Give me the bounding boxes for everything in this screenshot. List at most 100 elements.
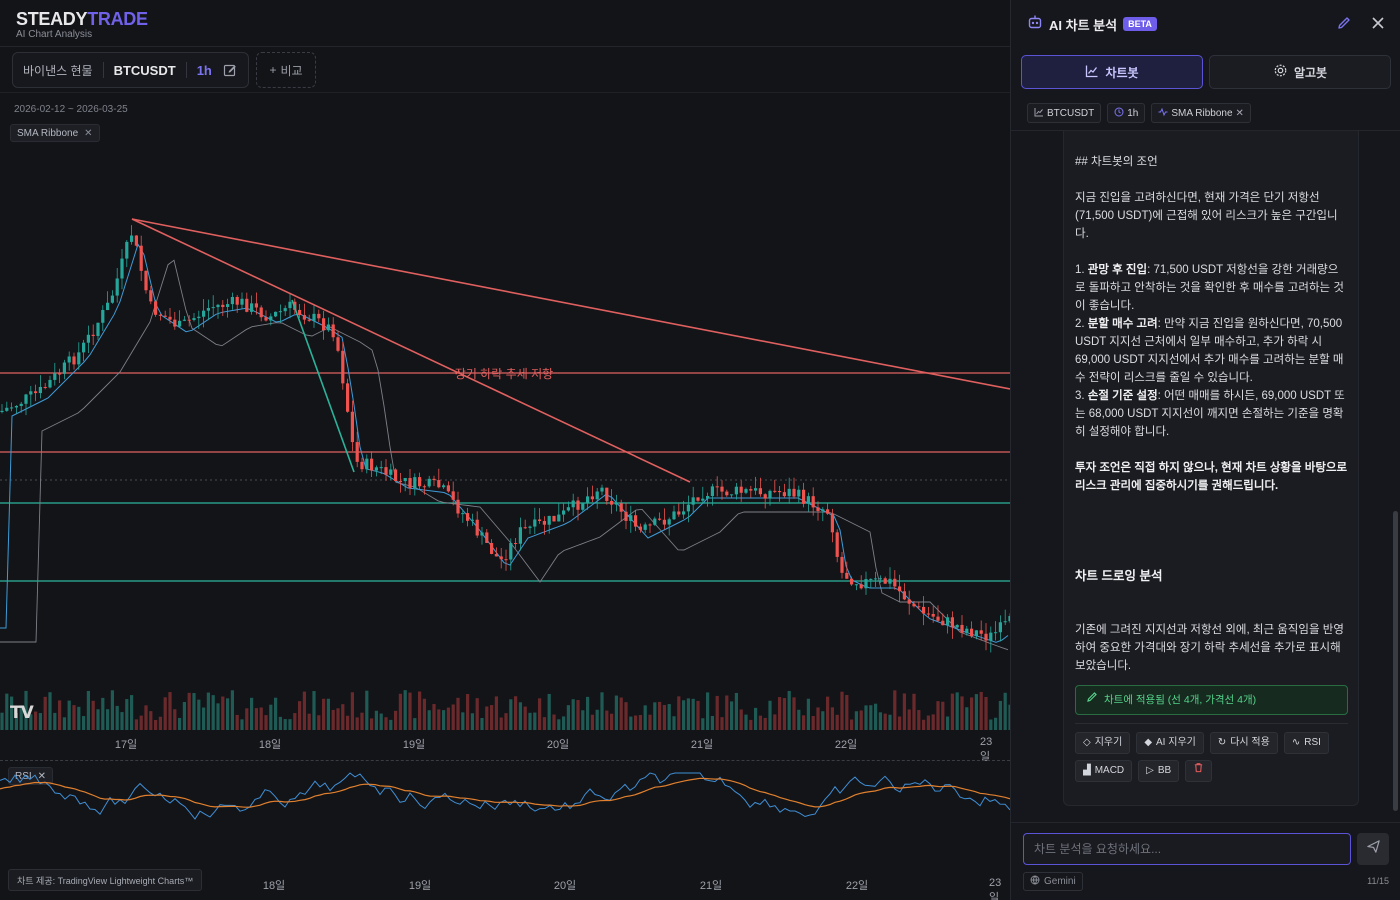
candle-body bbox=[370, 458, 374, 471]
volume-bar bbox=[638, 715, 642, 730]
candle-body bbox=[802, 489, 806, 504]
candle-body bbox=[278, 311, 282, 313]
volume-bar bbox=[250, 697, 254, 730]
candle-body bbox=[878, 578, 882, 580]
candle-body bbox=[82, 342, 86, 353]
pencil-icon[interactable] bbox=[1335, 14, 1353, 32]
scrollbar[interactable] bbox=[1393, 511, 1398, 811]
context-chip-timeframe[interactable]: 1h bbox=[1107, 103, 1146, 123]
chart-credit[interactable]: 차트 제공: TradingView Lightweight Charts™ bbox=[8, 869, 203, 891]
candle-body bbox=[926, 613, 930, 615]
tab-algobot[interactable]: 알고봇 bbox=[1209, 55, 1391, 89]
time-label: 23일 bbox=[989, 877, 1002, 900]
candle-body bbox=[48, 379, 52, 388]
clear-ai-drawings-button[interactable]: ◆ AI 지우기 bbox=[1136, 732, 1204, 754]
volume-bar bbox=[590, 714, 594, 730]
candle-body bbox=[269, 316, 273, 321]
delete-button[interactable] bbox=[1185, 760, 1213, 782]
candle-body bbox=[984, 633, 988, 641]
candle-body bbox=[413, 477, 417, 489]
chip-label: BTCUSDT bbox=[1047, 107, 1095, 119]
timeframe-selector[interactable]: 1h bbox=[196, 62, 212, 78]
tab-chartbot[interactable]: 차트봇 bbox=[1021, 55, 1203, 89]
divider bbox=[1011, 130, 1400, 131]
volume-bar bbox=[586, 696, 590, 730]
ai-header: AI 차트 분석 BETA bbox=[1011, 0, 1400, 48]
divider bbox=[0, 92, 1010, 93]
candle-body bbox=[67, 356, 71, 363]
volume-bar bbox=[850, 719, 854, 730]
price-chart[interactable]: 장기 하락 추세 저항 bbox=[0, 92, 1010, 752]
candle-body bbox=[298, 309, 302, 316]
candle-body bbox=[970, 628, 974, 637]
edit-icon[interactable] bbox=[222, 62, 238, 78]
candle-body bbox=[302, 315, 306, 320]
volume-bar bbox=[312, 691, 316, 730]
volume-bar bbox=[62, 717, 66, 730]
volume-bar bbox=[432, 704, 436, 730]
pulse-icon bbox=[1158, 107, 1168, 120]
compare-button[interactable]: + 비교 bbox=[256, 52, 316, 88]
candle-body bbox=[898, 586, 902, 592]
message-list[interactable]: ## 차트봇의 조언 지금 진입을 고려하신다면, 현재 가격은 단기 저항선 … bbox=[1011, 131, 1400, 821]
volume-bar bbox=[264, 715, 268, 730]
candle-body bbox=[485, 532, 489, 543]
close-icon[interactable]: ✕ bbox=[37, 770, 47, 782]
candle-body bbox=[62, 362, 66, 374]
send-button[interactable] bbox=[1357, 833, 1389, 865]
advice-item: 1. 관망 후 진입: 71,500 USDT 저항선을 강한 거래량으로 돌파… bbox=[1075, 264, 1344, 312]
volume-bar bbox=[370, 718, 374, 730]
candle-body bbox=[634, 515, 638, 527]
candle-body bbox=[619, 503, 623, 512]
candle-body bbox=[490, 542, 494, 554]
rsi-chart[interactable] bbox=[0, 768, 1010, 868]
chat-input[interactable] bbox=[1023, 833, 1351, 865]
volume-bar bbox=[523, 706, 527, 730]
candle-body bbox=[624, 511, 628, 521]
macd-button[interactable]: ▟ MACD bbox=[1075, 760, 1133, 782]
reapply-button[interactable]: ↻ 다시 적용 bbox=[1209, 732, 1278, 754]
chip-label: SMA Ribbone bbox=[1171, 107, 1233, 119]
volume-bar bbox=[538, 698, 542, 730]
pane-divider[interactable] bbox=[0, 760, 1010, 761]
volume-bar bbox=[29, 714, 33, 730]
close-icon[interactable]: ✕ bbox=[1235, 107, 1244, 119]
tab-label: 차트봇 bbox=[1105, 65, 1139, 80]
candle-body bbox=[946, 617, 950, 626]
context-chip-indicator[interactable]: SMA Ribbone ✕ bbox=[1151, 103, 1251, 123]
bars-icon: ▟ bbox=[1083, 765, 1091, 776]
volume-bar bbox=[936, 701, 940, 730]
volume-bar bbox=[206, 692, 210, 730]
candle-body bbox=[974, 630, 978, 637]
candle-body bbox=[96, 322, 100, 336]
rsi-button[interactable]: ∿ RSI bbox=[1283, 732, 1329, 754]
candle-body bbox=[341, 350, 345, 384]
divider bbox=[102, 62, 104, 78]
volume-bar bbox=[542, 717, 546, 730]
candle-body bbox=[749, 489, 753, 491]
close-icon[interactable] bbox=[1369, 14, 1387, 32]
candle-body bbox=[912, 603, 916, 607]
candle-body bbox=[701, 498, 705, 501]
candle-body bbox=[216, 304, 220, 308]
volume-bar bbox=[1003, 692, 1007, 730]
candle-body bbox=[91, 334, 95, 336]
volume-bar bbox=[926, 715, 930, 730]
candle-body bbox=[610, 500, 614, 505]
volume-bar bbox=[970, 697, 974, 730]
beta-badge: BETA bbox=[1123, 17, 1157, 31]
volume-bar bbox=[259, 707, 263, 730]
candle-body bbox=[322, 318, 326, 331]
candle-body bbox=[739, 486, 743, 493]
volume-bar bbox=[811, 715, 815, 730]
volume-bar bbox=[158, 716, 162, 730]
clear-drawings-button[interactable]: ◇ 지우기 bbox=[1075, 732, 1131, 754]
advice-item: 2. 분할 매수 고려: 만약 지금 진입을 원하신다면, 70,500 USD… bbox=[1075, 318, 1344, 384]
model-selector[interactable]: Gemini bbox=[1023, 872, 1083, 891]
context-chip-symbol[interactable]: BTCUSDT bbox=[1027, 103, 1102, 123]
indicator-chip-sma[interactable]: SMA Ribbone ✕ bbox=[10, 124, 100, 142]
symbol-selector[interactable]: BTCUSDT bbox=[113, 62, 176, 78]
close-icon[interactable]: ✕ bbox=[84, 127, 93, 139]
bb-button[interactable]: ▷ BB bbox=[1138, 760, 1180, 782]
exchange-label[interactable]: 바이낸스 현물 bbox=[23, 63, 93, 78]
